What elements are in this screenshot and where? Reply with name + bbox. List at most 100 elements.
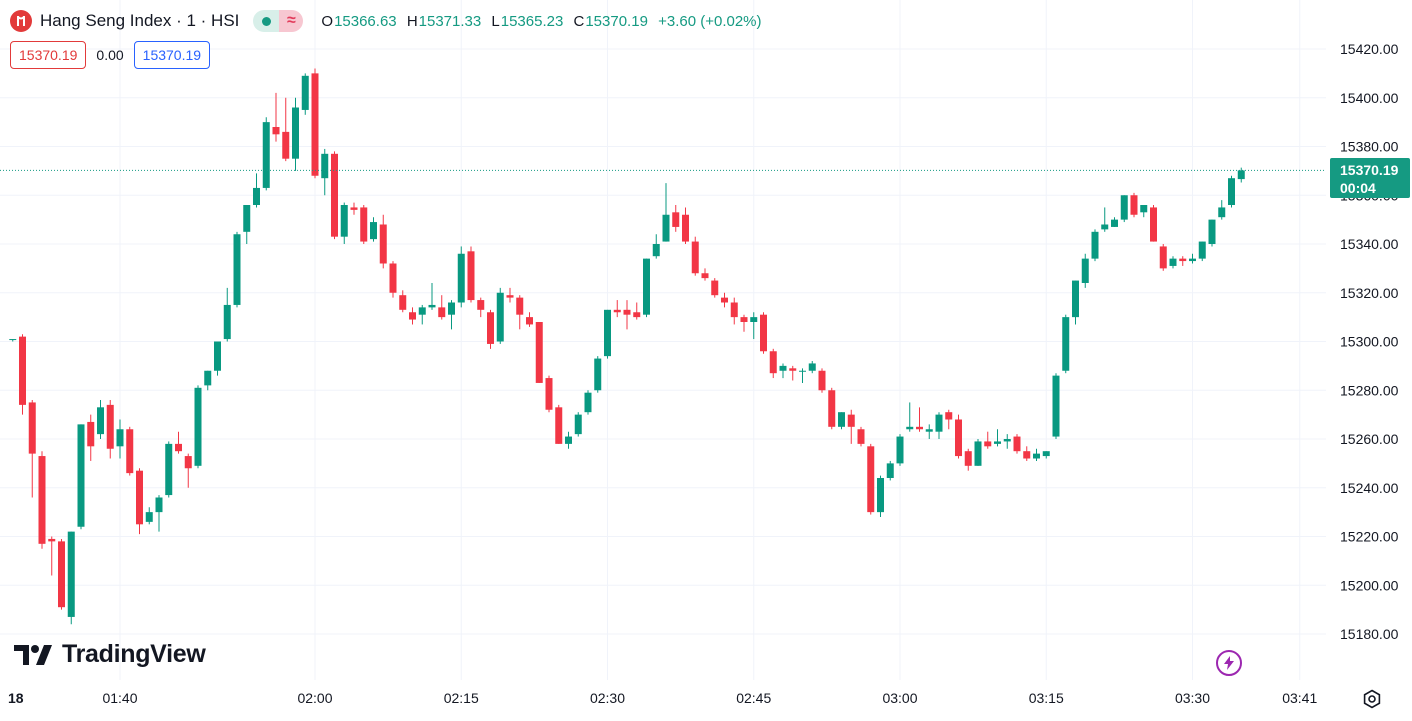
candle-body: [770, 351, 777, 373]
candle: [195, 385, 202, 468]
high-label: H: [407, 13, 418, 30]
candle: [78, 424, 85, 529]
last-price-value: 15370.19: [1340, 161, 1410, 179]
candle-body: [516, 298, 523, 315]
candle: [1179, 256, 1186, 266]
candle-body: [1199, 242, 1206, 259]
candle-body: [672, 212, 679, 227]
candle: [341, 203, 348, 244]
candle: [48, 537, 55, 576]
candle-body: [867, 446, 874, 512]
candle-body: [799, 371, 806, 372]
candle-body: [624, 310, 631, 315]
candle-body: [29, 402, 36, 453]
candle-body: [1140, 205, 1147, 212]
candle: [1033, 449, 1040, 461]
time-axis[interactable]: 18 01:40 02:00 02:15 02:30 02:45 03:00 03:15 03:…: [8, 690, 1317, 706]
candle-body: [351, 207, 358, 209]
time-tick-label: 01:40: [102, 690, 137, 706]
candle: [750, 312, 757, 339]
candle-body: [692, 242, 699, 274]
sell-button[interactable]: 15370.19: [10, 41, 86, 69]
candle-body: [214, 342, 221, 371]
candle: [926, 424, 933, 439]
candle: [487, 310, 494, 349]
candle-body: [468, 251, 475, 300]
ohlc-values: O15366.63 H15371.33 L15365.23 C15370.19 …: [321, 13, 767, 30]
candle: [321, 149, 328, 195]
candle-body: [419, 307, 426, 314]
candle-body: [750, 317, 757, 322]
time-tick-label: 03:00: [882, 690, 917, 706]
candle-body: [126, 429, 133, 473]
flash-icon[interactable]: [1216, 650, 1242, 676]
candle-body: [399, 295, 406, 310]
candle: [175, 432, 182, 454]
candle-body: [1004, 439, 1011, 441]
candle: [204, 371, 211, 391]
open-label: O: [321, 13, 333, 30]
candle-body: [390, 264, 397, 293]
spread-value: 0.00: [96, 47, 123, 63]
candle-body: [263, 122, 270, 188]
candle: [789, 366, 796, 381]
candle-body: [828, 390, 835, 427]
candle: [1238, 168, 1245, 183]
price-axis[interactable]: 15180.00 15200.00 15220.00 15240.00 15260.00…: [1340, 41, 1399, 642]
candle-body: [175, 444, 182, 451]
candle: [731, 298, 738, 325]
high-value: 15371.33: [419, 13, 482, 30]
change-value: +3.60 (+0.02%): [658, 13, 761, 30]
candle-body: [975, 441, 982, 465]
candle: [1131, 193, 1138, 217]
candle: [1053, 373, 1060, 439]
candle: [828, 388, 835, 429]
candle: [214, 342, 221, 376]
candle-body: [68, 532, 75, 617]
candle: [965, 449, 972, 471]
candle: [809, 361, 816, 373]
candle: [1043, 451, 1050, 458]
candle: [1082, 254, 1089, 288]
candle-body: [39, 456, 46, 544]
candle-body: [321, 154, 328, 178]
candle-body: [633, 312, 640, 317]
time-tick-label: 02:30: [590, 690, 625, 706]
candle-body: [565, 437, 572, 444]
candle: [136, 468, 143, 534]
symbol-title[interactable]: Hang Seng Index · 1 · HSI: [40, 11, 239, 31]
candle-body: [1238, 170, 1245, 179]
buy-button[interactable]: 15370.19: [134, 41, 210, 69]
candle: [156, 495, 163, 532]
candle: [29, 400, 36, 498]
candle: [351, 203, 358, 215]
candle: [741, 315, 748, 332]
candle-body: [1160, 246, 1167, 268]
candle: [594, 356, 601, 393]
settings-gear-icon[interactable]: [1362, 689, 1382, 709]
tradingview-logo[interactable]: TradingView: [14, 640, 206, 669]
candle: [565, 432, 572, 449]
candle: [614, 300, 621, 317]
candle: [682, 207, 689, 244]
candle-body: [136, 471, 143, 525]
candle-body: [604, 310, 611, 356]
candle-body: [536, 322, 543, 383]
price-tick-label: 15200.00: [1340, 577, 1399, 593]
candle: [370, 217, 377, 241]
candle-body: [253, 188, 260, 205]
candle-body: [156, 498, 163, 513]
candle: [468, 246, 475, 302]
candle-body: [273, 127, 280, 134]
candle-body: [507, 295, 514, 297]
candle-body: [594, 359, 601, 391]
market-status[interactable]: ≈: [253, 10, 303, 32]
candle: [263, 117, 270, 190]
candle: [760, 312, 767, 353]
price-tick-label: 15180.00: [1340, 626, 1399, 642]
candle-body: [1111, 220, 1118, 227]
candle-body: [1082, 259, 1089, 283]
candle: [975, 439, 982, 466]
candle: [838, 412, 845, 429]
